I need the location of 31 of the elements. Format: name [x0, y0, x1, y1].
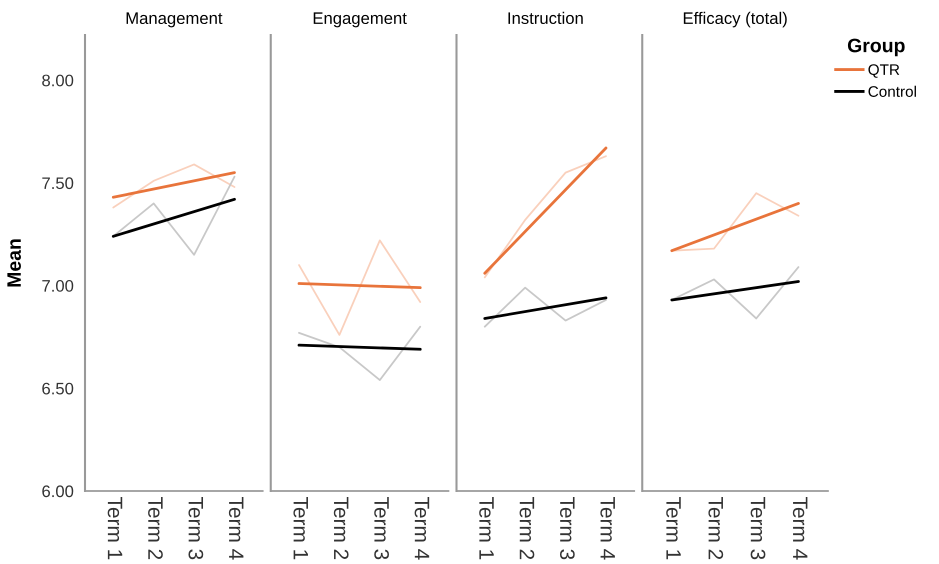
chart-title: Instruction: [508, 12, 583, 24]
legend-label: Control: [868, 86, 916, 97]
x-tick-label: Term 4: [414, 497, 430, 560]
y-axis-title: Mean: [7, 239, 21, 287]
line-series: [112, 164, 236, 208]
x-tick-label: Term 3: [188, 497, 204, 560]
chart-title: Engagement: [314, 12, 407, 28]
x-tick-label: Term 1: [479, 497, 494, 560]
legend-title: Group: [848, 38, 905, 56]
x-tick-label: Term 4: [228, 497, 244, 560]
x-tick-label: Term 2: [148, 497, 163, 560]
x-tick-label: Term 4: [600, 497, 615, 560]
y-tick-label: 8.00: [42, 74, 74, 86]
y-tick-label: 6.00: [42, 485, 74, 498]
x-tick-label: Term 4: [792, 497, 808, 560]
x-tick-label: Term 2: [520, 497, 534, 560]
x-tick-label: Term 3: [750, 497, 766, 560]
y-tick-label: 7.50: [42, 177, 74, 190]
x-tick-label: Term 3: [374, 497, 389, 560]
x-tick-label: Term 3: [560, 497, 575, 560]
line-series: [112, 176, 236, 256]
x-tick-label: Term 1: [293, 497, 308, 560]
chart-title: Efficacy (total): [684, 12, 787, 28]
chart-title: Management: [126, 12, 222, 28]
x-tick-label: Term 1: [666, 497, 681, 560]
x-tick-label: Term 1: [108, 497, 122, 560]
y-tick-label: 6.50: [42, 382, 74, 394]
x-tick-label: Term 2: [708, 497, 724, 560]
y-tick-label: 7.00: [42, 280, 74, 292]
x-tick-label: Term 2: [334, 497, 349, 560]
legend-label: QTR: [868, 64, 900, 78]
